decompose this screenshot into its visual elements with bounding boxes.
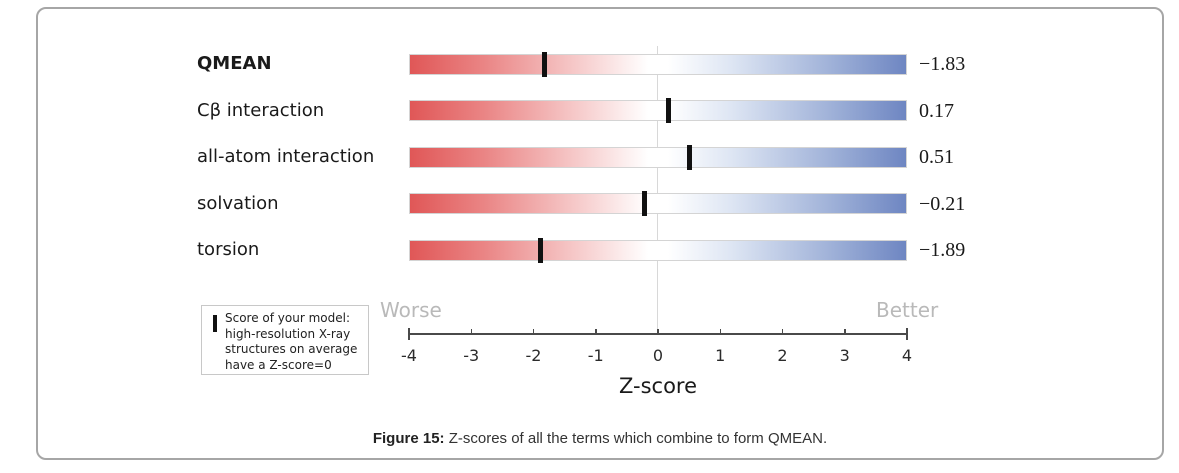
score-marker — [537, 237, 543, 263]
legend-box: Score of your model: high-resolution X-r… — [201, 305, 369, 375]
worse-label: Worse — [380, 298, 442, 322]
axis-tick-label: -4 — [401, 346, 417, 365]
axis-tick — [719, 329, 721, 334]
caption-label: Figure 15: — [372, 430, 445, 447]
axis-tick — [844, 329, 846, 334]
better-label: Better — [876, 298, 939, 322]
row-label: solvation — [197, 192, 279, 214]
x-axis-title: Z-score — [618, 374, 698, 398]
score-marker — [642, 191, 648, 216]
legend-line: high-resolution X-ray — [225, 326, 351, 341]
zero-gridline — [657, 46, 658, 334]
legend-line: structures on average — [225, 342, 358, 356]
x-axis-line — [409, 333, 907, 335]
score-value: −0.21 — [919, 192, 966, 215]
score-marker — [541, 51, 547, 77]
axis-tick-label: 1 — [715, 346, 726, 365]
score-marker — [687, 144, 693, 170]
score-value: 0.17 — [919, 99, 954, 122]
figure-panel: Figure 15: Z-scores of all the terms whi… — [36, 7, 1164, 460]
axis-tick-label: -3 — [463, 346, 480, 365]
axis-tick — [470, 329, 472, 334]
row-label: torsion — [197, 239, 260, 260]
score-bar — [409, 100, 907, 121]
score-bar — [409, 53, 907, 75]
axis-tick — [595, 329, 597, 334]
legend-line: have a Z-score=0 — [225, 357, 332, 372]
legend-text: Score of your model: high-resolution X-r… — [225, 311, 357, 373]
axis-tick — [657, 329, 659, 334]
row-label: Cβ interaction — [197, 99, 325, 121]
figure-caption: Figure 15: Z-scores of all the terms whi… — [38, 430, 1162, 447]
axis-tick — [532, 329, 535, 334]
score-marker — [666, 98, 672, 123]
score-value: 0.51 — [919, 146, 954, 168]
score-bar — [409, 146, 907, 168]
score-marker-icon — [213, 315, 217, 332]
axis-tick — [781, 329, 784, 334]
caption-text: Z-scores of all the terms which combine … — [444, 430, 828, 447]
axis-tick-label: 3 — [839, 346, 850, 365]
score-value: −1.89 — [919, 239, 966, 261]
axis-tick-label: 4 — [901, 346, 913, 365]
score-bar — [409, 193, 907, 214]
score-value: −1.83 — [919, 53, 966, 75]
axis-tick-label: -1 — [587, 346, 604, 365]
axis-tick — [906, 328, 908, 340]
axis-tick-label: 2 — [777, 346, 788, 365]
score-bar — [409, 239, 907, 261]
axis-tick-label: -2 — [525, 346, 542, 365]
axis-tick-label: 0 — [652, 346, 664, 365]
legend-line: Score of your model: — [225, 311, 351, 325]
row-label: all-atom interaction — [197, 146, 375, 167]
axis-tick — [408, 328, 410, 340]
row-label: QMEAN — [197, 53, 272, 74]
